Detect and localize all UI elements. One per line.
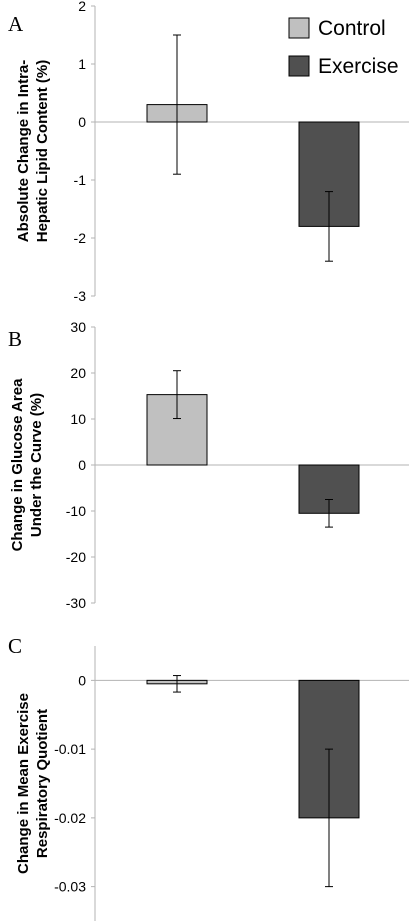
panel-c-letter: C: [8, 634, 22, 658]
panel-a-letter: A: [8, 12, 24, 36]
y-axis-title-line: Absolute Change in Intra-: [15, 60, 32, 243]
panel-b-tick-label: 30: [70, 319, 86, 335]
panel-b-y-axis-title: Change in Glucose Area Under the Curve (%…: [9, 378, 45, 551]
panel-a-tick-label: -1: [74, 172, 87, 188]
legend-swatch-control: [288, 17, 310, 39]
y-axis-title-line: Hepatic Lipid Content (%): [34, 60, 51, 243]
y-axis-title-line: Under the Curve (%): [28, 393, 45, 537]
panel-c-tick-label: -0.02: [54, 810, 86, 826]
panel-a-y-axis-title: Absolute Change in Intra- Hepatic Lipid C…: [15, 60, 51, 243]
y-axis-title-line: Change in Mean Exercise: [15, 693, 32, 874]
panel-b-tick-label: -10: [66, 503, 86, 519]
panel-c-tick-label: -0.03: [54, 879, 86, 895]
panel-a-tick-label: -2: [74, 230, 87, 246]
legend-swatch-exercise: [288, 55, 310, 77]
panel-a-tick-label: 0: [78, 114, 86, 130]
panel-b-tick-label: 0: [78, 457, 86, 473]
y-axis-title-line: Respiratory Quotient: [34, 709, 51, 858]
legend-label-exercise: Exercise: [318, 55, 399, 78]
panel-b-tick-label: 20: [70, 365, 86, 381]
panel-a-tick-label: -3: [74, 288, 87, 304]
panel-b-tick-label: -30: [66, 595, 86, 611]
panel-a-tick-label: 2: [78, 0, 86, 14]
panel-b-letter: B: [8, 327, 22, 351]
panel-b-tick-label: 10: [70, 411, 86, 427]
panel-c-tick-label: 0: [78, 672, 86, 688]
y-axis-title-line: Change in Glucose Area: [9, 378, 26, 551]
panel-a-tick-label: 1: [78, 56, 86, 72]
panel-c-y-axis-title: Change in Mean Exercise Respiratory Quoti…: [15, 693, 51, 874]
panel-c-tick-label: -0.01: [54, 741, 86, 757]
panel-b-tick-label: -20: [66, 549, 86, 565]
legend-label-control: Control: [318, 17, 386, 40]
